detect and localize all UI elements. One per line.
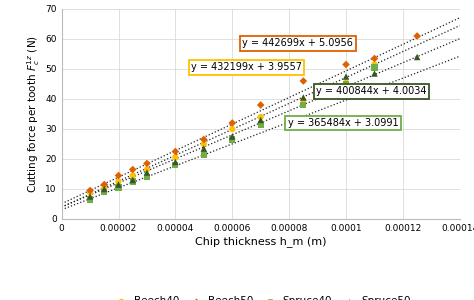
Point	[342, 74, 350, 79]
Text: y = 442699x + 5.0956: y = 442699x + 5.0956	[242, 38, 353, 49]
Y-axis label: Cutting force per tooth $F_c^{1z}$ (N): Cutting force per tooth $F_c^{1z}$ (N)	[26, 35, 43, 193]
Point	[100, 190, 108, 194]
Point	[172, 155, 179, 160]
Point	[143, 175, 151, 179]
Point	[300, 98, 307, 103]
Point	[143, 170, 151, 175]
Point	[228, 137, 236, 142]
Point	[342, 80, 350, 85]
Point	[115, 185, 122, 190]
Point	[228, 134, 236, 139]
Point	[86, 194, 94, 199]
Point	[172, 160, 179, 164]
Point	[300, 103, 307, 107]
Point	[371, 56, 378, 61]
Text: y = 400844x + 4.0034: y = 400844x + 4.0034	[316, 86, 427, 97]
Point	[257, 118, 264, 122]
Point	[371, 71, 378, 76]
Point	[100, 182, 108, 187]
Text: y = 432199x + 3.9557: y = 432199x + 3.9557	[191, 62, 302, 73]
Point	[413, 55, 421, 59]
Point	[115, 182, 122, 187]
Point	[129, 173, 137, 178]
Point	[257, 103, 264, 107]
Point	[257, 115, 264, 119]
Point	[342, 82, 350, 86]
Point	[143, 167, 151, 172]
Point	[100, 187, 108, 191]
Point	[86, 188, 94, 193]
Point	[100, 185, 108, 190]
Legend: Beech40, Beech50, Spruce40, Spruce50: Beech40, Beech50, Spruce40, Spruce50	[107, 292, 415, 300]
Point	[371, 62, 378, 67]
Point	[86, 190, 94, 195]
Point	[129, 178, 137, 182]
Text: y = 365484x + 3.0991: y = 365484x + 3.0991	[288, 118, 398, 128]
Point	[143, 161, 151, 166]
Point	[86, 197, 94, 202]
Point	[129, 179, 137, 184]
X-axis label: Chip thickness h_m (m): Chip thickness h_m (m)	[195, 236, 327, 247]
Point	[172, 149, 179, 154]
Point	[413, 34, 421, 38]
Point	[129, 167, 137, 172]
Point	[342, 62, 350, 67]
Point	[257, 122, 264, 127]
Point	[228, 121, 236, 125]
Point	[200, 137, 208, 142]
Point	[300, 95, 307, 100]
Point	[115, 179, 122, 184]
Point	[228, 127, 236, 131]
Point	[172, 163, 179, 167]
Point	[371, 65, 378, 70]
Point	[200, 146, 208, 151]
Point	[200, 152, 208, 157]
Point	[115, 173, 122, 178]
Point	[300, 79, 307, 83]
Point	[200, 142, 208, 146]
